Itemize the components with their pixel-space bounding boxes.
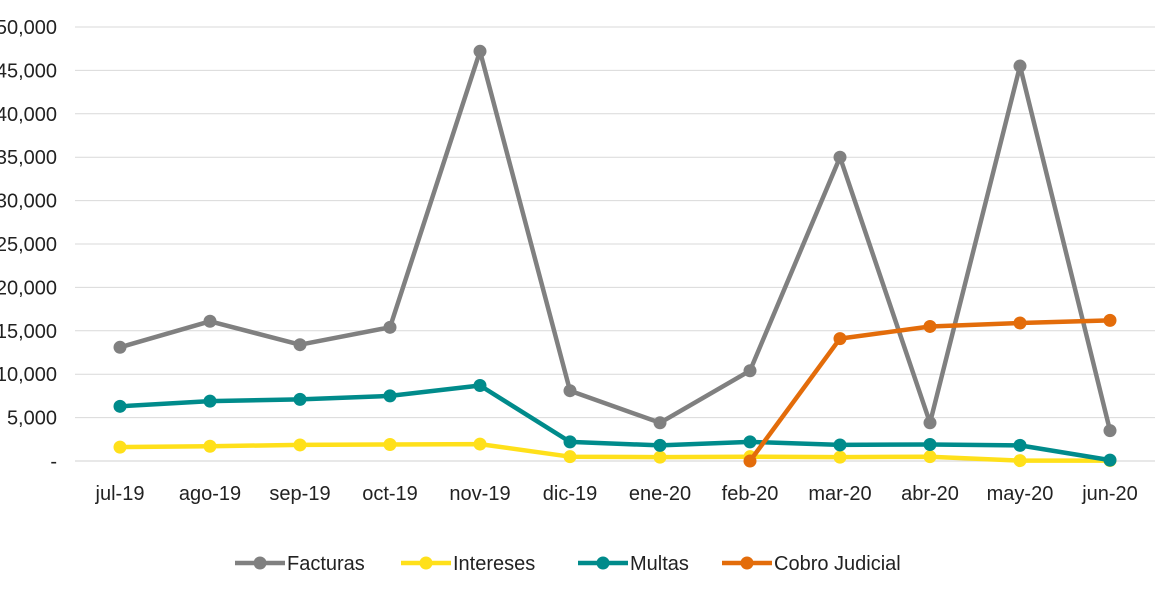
data-point	[923, 319, 937, 333]
grid-lines	[75, 26, 1155, 462]
x-tick-label: jun-20	[1081, 483, 1138, 505]
legend-label: Multas	[630, 553, 689, 575]
data-point	[1013, 316, 1027, 330]
data-point	[293, 438, 307, 452]
data-point	[293, 338, 307, 352]
y-tick-label: -	[50, 451, 57, 473]
data-point	[383, 389, 397, 403]
data-point	[923, 450, 937, 464]
data-point	[1013, 59, 1027, 73]
data-point	[563, 384, 577, 398]
data-point	[653, 438, 667, 452]
data-point	[1013, 454, 1027, 468]
y-tick-label: 10,000	[0, 364, 57, 386]
legend-item: Multas	[578, 553, 689, 575]
data-point	[1103, 453, 1117, 467]
y-tick-label: 40,000	[0, 104, 57, 126]
data-point	[923, 438, 937, 452]
x-tick-label: mar-20	[808, 483, 871, 505]
y-tick-label: 15,000	[0, 321, 57, 343]
x-tick-label: dic-19	[543, 483, 597, 505]
x-tick-label: ene-20	[629, 483, 691, 505]
data-point	[563, 450, 577, 464]
data-point	[833, 332, 847, 346]
y-tick-label: 50,000	[0, 17, 57, 39]
legend-marker	[419, 556, 433, 570]
x-tick-label: nov-19	[449, 483, 510, 505]
data-point	[833, 438, 847, 452]
legend-item: Intereses	[401, 553, 535, 575]
data-point	[293, 392, 307, 406]
x-tick-label: may-20	[987, 483, 1054, 505]
legend-marker	[253, 556, 267, 570]
legend-label: Facturas	[287, 553, 365, 575]
x-axis-ticks: jul-19 ago-19 sep-19 oct-19 nov-19 dic-19 ene-…	[95, 483, 1138, 505]
data-point	[923, 416, 937, 430]
legend: Facturas Intereses Multas Cobro Judicial	[235, 553, 901, 575]
data-point	[653, 416, 667, 430]
x-tick-label: jul-19	[95, 483, 145, 505]
y-tick-label: 25,000	[0, 234, 57, 256]
legend-item: Facturas	[235, 553, 365, 575]
legend-marker	[740, 556, 754, 570]
series-line	[119, 383, 1111, 463]
data-point	[743, 454, 757, 468]
x-tick-label: ago-19	[179, 483, 241, 505]
data-point	[473, 44, 487, 58]
legend-label: Intereses	[453, 553, 535, 575]
data-point	[473, 437, 487, 451]
data-point	[1103, 313, 1117, 327]
data-point	[383, 438, 397, 452]
y-tick-label: 30,000	[0, 191, 57, 213]
legend-label: Cobro Judicial	[774, 553, 901, 575]
data-point	[833, 150, 847, 164]
data-point	[563, 435, 577, 449]
data-point	[653, 450, 667, 464]
data-point	[1013, 438, 1027, 452]
data-point	[743, 364, 757, 378]
data-point	[203, 439, 217, 453]
y-axis-ticks: - 5,000 10,000 15,000 20,000 25,000 30,000 35,0…	[0, 17, 57, 473]
series-multas	[113, 378, 1117, 467]
data-point	[113, 399, 127, 413]
x-tick-label: sep-19	[269, 483, 330, 505]
y-tick-label: 20,000	[0, 277, 57, 299]
data-point	[743, 435, 757, 449]
x-tick-label: abr-20	[901, 483, 959, 505]
series-line	[119, 49, 1113, 432]
data-point	[203, 394, 217, 408]
x-tick-label: oct-19	[362, 483, 418, 505]
legend-item: Cobro Judicial	[722, 553, 901, 575]
series-group	[113, 44, 1117, 468]
data-point	[113, 340, 127, 354]
x-tick-label: feb-20	[722, 483, 779, 505]
y-tick-label: 35,000	[0, 147, 57, 169]
data-point	[833, 450, 847, 464]
y-tick-label: 45,000	[0, 60, 57, 82]
data-point	[473, 378, 487, 392]
series-facturas	[113, 44, 1117, 438]
y-tick-label: 5,000	[7, 408, 57, 430]
data-point	[113, 440, 127, 454]
legend-marker	[596, 556, 610, 570]
data-point	[203, 314, 217, 328]
series-cobro-judicial	[743, 313, 1117, 468]
series-intereses	[113, 437, 1117, 468]
data-point	[383, 320, 397, 334]
data-point	[1103, 424, 1117, 438]
series-line	[119, 441, 1110, 463]
